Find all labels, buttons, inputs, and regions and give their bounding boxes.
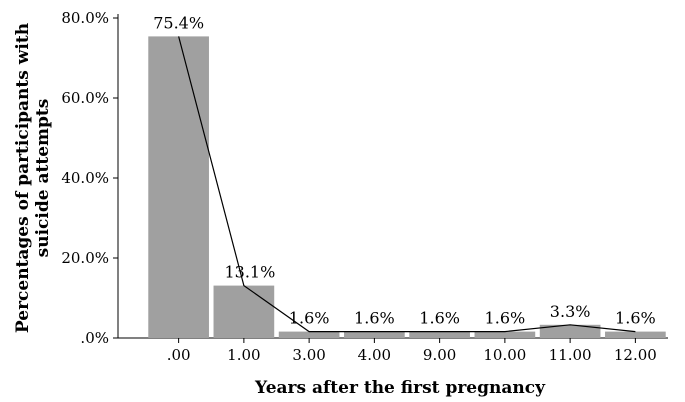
- data-label: 1.6%: [354, 309, 395, 328]
- bar: [409, 331, 470, 338]
- data-label: 1.6%: [289, 309, 330, 328]
- y-tick-label: 20.0%: [61, 249, 109, 267]
- y-tick-label: 60.0%: [61, 89, 109, 107]
- x-tick-label: 4.00: [358, 346, 391, 364]
- y-tick-label: .0%: [80, 329, 109, 347]
- bar: [539, 324, 601, 338]
- data-label: 3.3%: [550, 302, 591, 321]
- data-label: 1.6%: [419, 309, 460, 328]
- x-tick-label: 12.00: [614, 346, 657, 364]
- x-tick-label: .00: [167, 346, 191, 364]
- x-tick-label: 9.00: [423, 346, 456, 364]
- y-tick-label: 80.0%: [61, 9, 109, 27]
- bar: [278, 331, 340, 338]
- x-tick-label: 11.00: [549, 346, 592, 364]
- y-axis-title-line: suicide attempts: [33, 99, 53, 258]
- bar: [344, 331, 405, 338]
- data-label: 75.4%: [153, 13, 204, 32]
- data-label: 1.6%: [485, 309, 526, 328]
- data-label: 1.6%: [615, 309, 656, 328]
- data-label: 13.1%: [224, 263, 275, 282]
- y-axis-title: Percentages of participants withsuicide …: [13, 23, 53, 333]
- trend-polyline: [178, 36, 636, 333]
- bar: [605, 331, 666, 338]
- trend-line: [178, 36, 636, 333]
- x-axis: .00 1.00 3.00 4.00 9.00 10.00 11.00 12.00: [118, 337, 668, 364]
- data-labels: 75.4% 13.1% 1.6% 1.6% 1.6% 1.6% 3.3% 1.6%: [153, 13, 655, 327]
- y-axis-title-text: Percentages of participants withsuicide …: [13, 23, 53, 333]
- x-tick-label: 3.00: [292, 346, 325, 364]
- y-axis-title-line: Percentages of participants with: [13, 23, 33, 333]
- bar: [148, 36, 209, 339]
- bars: [148, 36, 666, 339]
- y-tick-label: 40.0%: [61, 169, 109, 187]
- x-tick-label: 10.00: [483, 346, 526, 364]
- bar: [474, 331, 536, 338]
- bar: [213, 285, 275, 338]
- x-tick-label: 1.00: [227, 346, 260, 364]
- x-axis-title: Years after the first pregnancy: [254, 378, 546, 398]
- y-axis: .0% 20.0% 40.0% 60.0% 80.0%: [61, 9, 119, 347]
